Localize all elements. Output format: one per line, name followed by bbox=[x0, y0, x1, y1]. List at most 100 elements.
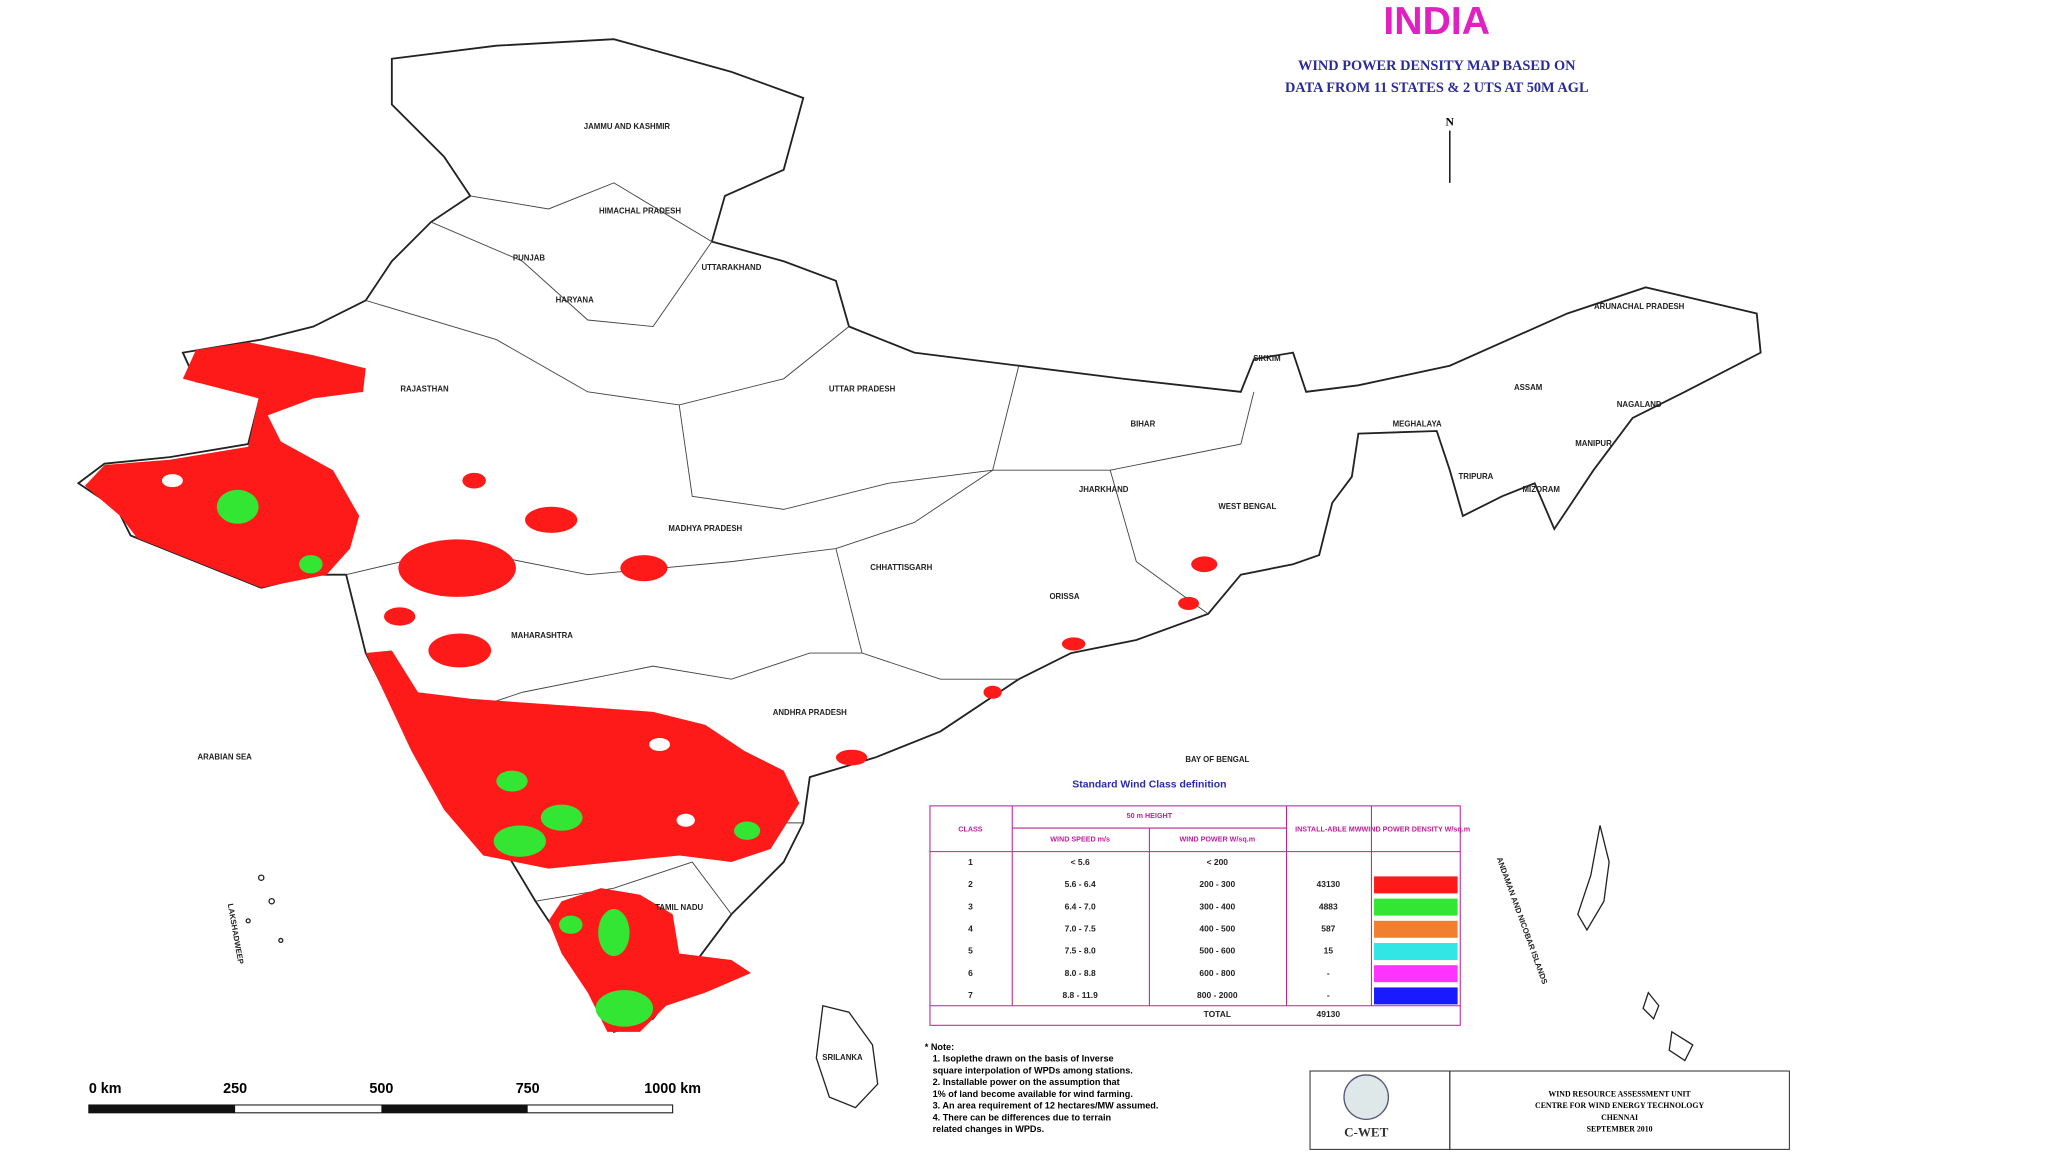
region-label: HARYANA bbox=[556, 295, 594, 304]
zone-class-3 bbox=[493, 825, 546, 857]
zone-class-2 bbox=[620, 555, 668, 582]
color-swatch bbox=[1374, 987, 1458, 1005]
table-cell: 15 bbox=[1324, 946, 1334, 956]
zone-class-2 bbox=[398, 539, 516, 597]
table-cell: 6.4 - 7.0 bbox=[1065, 901, 1096, 911]
region-label: MADHYA PRADESH bbox=[668, 524, 742, 533]
table-cell: 200 - 300 bbox=[1199, 879, 1235, 889]
zone-class-2 bbox=[983, 685, 1002, 699]
islands bbox=[245, 825, 1694, 1062]
note: related changes in WPDs. bbox=[933, 1124, 1045, 1134]
color-swatch bbox=[1374, 898, 1458, 916]
table-cell: 7 bbox=[968, 990, 973, 1000]
zone-class-3 bbox=[496, 770, 528, 792]
zone-class-2 bbox=[1061, 637, 1086, 651]
region-label: BIHAR bbox=[1130, 420, 1155, 429]
region-label: TAMIL NADU bbox=[655, 903, 703, 912]
color-swatch bbox=[1374, 920, 1458, 938]
region-label: UTTARAKHAND bbox=[701, 263, 761, 272]
zone-class-3 bbox=[216, 489, 259, 524]
scale-bar bbox=[88, 1104, 674, 1114]
table-total: 49130 bbox=[1317, 1009, 1341, 1019]
note: 1. Isoplethe drawn on the basis of Inver… bbox=[933, 1054, 1114, 1064]
note: * Note: bbox=[925, 1042, 954, 1052]
region-label: ARUNACHAL PRADESH bbox=[1594, 302, 1685, 311]
zone-gap bbox=[649, 737, 671, 752]
region-label: SRILANKA bbox=[822, 1053, 863, 1062]
zone-class-2 bbox=[525, 506, 578, 533]
color-swatch bbox=[1374, 876, 1458, 894]
region-label: ANDAMAN AND NICOBAR ISLANDS bbox=[1495, 856, 1549, 985]
credit-line: WIND RESOURCE ASSESSMENT UNIT bbox=[1548, 1089, 1691, 1098]
table-cell: < 200 bbox=[1207, 857, 1229, 867]
logo-text: C-WET bbox=[1344, 1125, 1389, 1140]
region-label: JAMMU AND KASHMIR bbox=[584, 122, 671, 131]
table-cell: 5.6 - 6.4 bbox=[1065, 879, 1096, 889]
region-label: HIMACHAL PRADESH bbox=[599, 207, 681, 216]
zone-class-2 bbox=[1191, 556, 1218, 573]
credit-box bbox=[1449, 1070, 1790, 1150]
note: 4. There can be differences due to terra… bbox=[933, 1112, 1112, 1122]
zone-gap bbox=[161, 474, 183, 488]
table-cell: 587 bbox=[1321, 924, 1335, 934]
zone-class-2 bbox=[548, 888, 752, 1032]
region-label: WEST BENGAL bbox=[1218, 502, 1276, 511]
zone-class-3 bbox=[734, 821, 761, 840]
zone-class-2 bbox=[384, 607, 416, 626]
table-cell: 3 bbox=[968, 901, 973, 911]
table-header: CLASS bbox=[958, 825, 983, 833]
table-cell: - bbox=[1327, 968, 1330, 978]
region-label: ARABIAN SEA bbox=[197, 753, 252, 762]
zone-class-3 bbox=[540, 804, 583, 831]
zone-class-2 bbox=[84, 342, 366, 588]
region-label: UTTAR PRADESH bbox=[829, 384, 896, 393]
note: 2. Installable power on the assumption t… bbox=[933, 1077, 1120, 1087]
region-label: SIKKIM bbox=[1253, 354, 1280, 363]
region-label: JHARKHAND bbox=[1079, 485, 1129, 494]
table-cell: 300 - 400 bbox=[1199, 901, 1235, 911]
logo-emblem bbox=[1343, 1074, 1390, 1120]
table-cell: 7.5 - 8.0 bbox=[1065, 946, 1096, 956]
zone-class-2 bbox=[365, 650, 800, 869]
credit-line: CENTRE FOR WIND ENERGY TECHNOLOGY bbox=[1535, 1101, 1704, 1110]
region-label: RAJASTHAN bbox=[400, 384, 449, 393]
table-cell: 800 - 2000 bbox=[1197, 990, 1238, 1000]
credit-line: CHENNAI bbox=[1601, 1113, 1638, 1122]
zone-gap bbox=[676, 813, 695, 827]
region-label: LAKSHADWEEP bbox=[226, 903, 246, 965]
table-cell: 600 - 800 bbox=[1199, 968, 1235, 978]
table-header: WIND POWER DENSITY W/sq.m bbox=[1362, 825, 1471, 833]
scale-label: 750 bbox=[516, 1081, 540, 1097]
table-header: 50 m HEIGHT bbox=[1127, 812, 1173, 820]
table-cell: 43130 bbox=[1317, 879, 1341, 889]
legend-table bbox=[929, 805, 1461, 1026]
region-label: NAGALAND bbox=[1617, 400, 1662, 409]
region-label: ANDHRA PRADESH bbox=[773, 708, 847, 717]
region-label: CHHATTISGARH bbox=[870, 563, 932, 572]
sri-lanka bbox=[815, 1004, 879, 1109]
zone-class-3 bbox=[559, 915, 583, 934]
table-cell: < 5.6 bbox=[1071, 857, 1090, 867]
region-label: BAY OF BENGAL bbox=[1185, 755, 1249, 764]
color-swatch bbox=[1374, 965, 1458, 983]
table-cell: 5 bbox=[968, 946, 973, 956]
table-cell: 1 bbox=[968, 857, 973, 867]
subtitle: WIND POWER DENSITY MAP BASED ON bbox=[1298, 58, 1576, 74]
zone-class-2 bbox=[1178, 596, 1200, 610]
table-header: WIND POWER W/sq.m bbox=[1179, 836, 1255, 844]
table-header: WIND SPEED m/s bbox=[1050, 836, 1110, 844]
region-label: MANIPUR bbox=[1575, 439, 1612, 448]
title: INDIA bbox=[1383, 0, 1490, 43]
table-cell: 6 bbox=[968, 968, 973, 978]
credit-line: SEPTEMBER 2010 bbox=[1587, 1125, 1653, 1134]
table-cell: 2 bbox=[968, 879, 973, 889]
wind-zones bbox=[84, 342, 1218, 1032]
table-cell: - bbox=[1327, 990, 1330, 1000]
table-header: INSTALL-ABLE MW bbox=[1295, 825, 1362, 833]
note: 3. An area requirement of 12 hectares/MW… bbox=[933, 1101, 1159, 1111]
note: 1% of land become available for wind far… bbox=[933, 1089, 1133, 1099]
legend-title: Standard Wind Class definition bbox=[1072, 780, 1226, 791]
region-label: ASSAM bbox=[1514, 383, 1542, 392]
scale-label: 500 bbox=[369, 1081, 393, 1097]
table-cell: 7.0 - 7.5 bbox=[1065, 924, 1096, 934]
